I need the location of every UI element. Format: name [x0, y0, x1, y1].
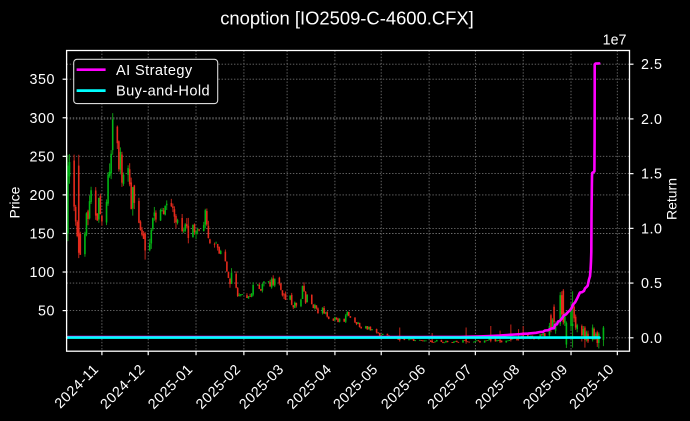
svg-text:2.5: 2.5	[641, 57, 663, 73]
svg-text:150: 150	[29, 227, 55, 243]
svg-text:1.5: 1.5	[641, 167, 663, 183]
svg-text:300: 300	[29, 111, 55, 127]
svg-text:100: 100	[29, 265, 55, 281]
svg-text:Price: Price	[7, 186, 23, 218]
svg-text:AI Strategy: AI Strategy	[116, 63, 193, 79]
svg-text:250: 250	[29, 149, 55, 165]
svg-text:200: 200	[29, 188, 55, 204]
svg-text:350: 350	[29, 72, 55, 88]
svg-text:50: 50	[38, 304, 55, 320]
svg-text:1.0: 1.0	[641, 221, 663, 237]
svg-text:1e7: 1e7	[603, 33, 627, 49]
svg-text:0.5: 0.5	[641, 276, 663, 292]
svg-text:cnoption [IO2509-C-4600.CFX]: cnoption [IO2509-C-4600.CFX]	[220, 8, 474, 29]
svg-text:Return: Return	[664, 178, 680, 220]
svg-text:2.0: 2.0	[641, 112, 663, 128]
svg-text:Buy-and-Hold: Buy-and-Hold	[116, 84, 210, 100]
svg-text:0.0: 0.0	[641, 331, 663, 347]
